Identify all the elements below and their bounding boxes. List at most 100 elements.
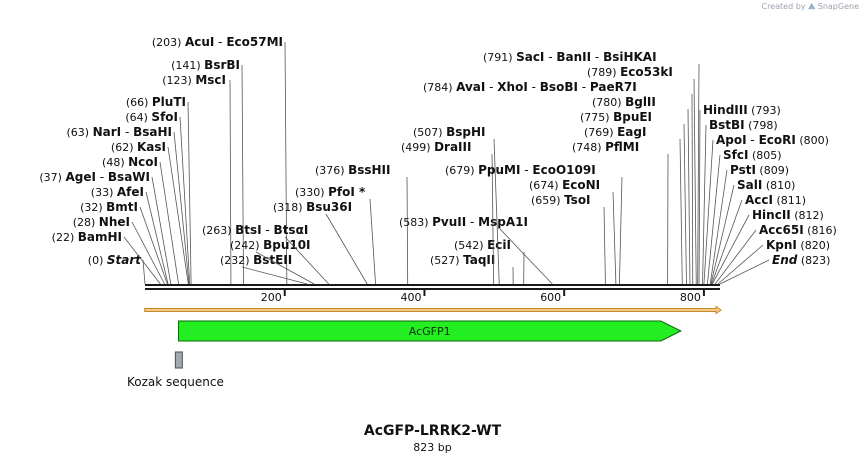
site-label-bglii: (780) BglII bbox=[592, 95, 656, 109]
leader-line-avai bbox=[691, 93, 694, 285]
site-enzyme-name: AcuI bbox=[185, 35, 214, 49]
site-label-hincii: HincII (812) bbox=[752, 208, 824, 222]
site-enzyme-name: Eco53kI bbox=[620, 65, 673, 79]
leader-line-sfci bbox=[707, 154, 721, 285]
leader-line-kpni bbox=[717, 244, 764, 285]
site-position: (780) bbox=[592, 96, 625, 109]
leader-line-pvuii bbox=[499, 228, 553, 285]
leader-line-acui bbox=[284, 41, 288, 285]
leader-line-pfoi bbox=[369, 198, 376, 285]
site-label-apoi: ApoI - EcoRI (800) bbox=[716, 133, 829, 147]
site-enzyme-name: BsoBI bbox=[540, 80, 578, 94]
site-enzyme-name: BpuEI bbox=[613, 110, 652, 124]
site-position: (823) bbox=[797, 254, 830, 267]
site-enzyme-name: HincII bbox=[752, 208, 791, 222]
site-position: (37) bbox=[39, 171, 65, 184]
site-enzyme-name: MspA1I bbox=[478, 215, 528, 229]
site-enzyme-name: AccI bbox=[745, 193, 773, 207]
site-enzyme-name: TsoI bbox=[564, 193, 590, 207]
site-label-btsi: (263) BtsI - BtsαI bbox=[202, 223, 308, 237]
site-enzyme-name: SalI bbox=[737, 178, 762, 192]
leader-line-hincii bbox=[711, 214, 750, 285]
site-enzyme-name: Eco57MI bbox=[226, 35, 283, 49]
site-label-eco53ki: (789) Eco53kI bbox=[587, 65, 673, 79]
site-position: (798) bbox=[745, 119, 778, 132]
site-label-ppumi: (679) PpuMI - EcoO109I bbox=[445, 163, 596, 177]
site-label-end: End (823) bbox=[772, 253, 830, 267]
orf-arrow bbox=[144, 305, 722, 315]
leader-line-ncoi bbox=[159, 161, 179, 285]
site-enzyme-name: TaqII bbox=[463, 253, 495, 267]
leader-line-nhei bbox=[131, 221, 165, 285]
leader-line-draiii bbox=[491, 153, 495, 285]
site-label-bstbi: BstBI (798) bbox=[709, 118, 778, 132]
site-enzyme-name: PluTI bbox=[152, 95, 186, 109]
site-position: (812) bbox=[791, 209, 824, 222]
site-enzyme-name: End bbox=[772, 253, 798, 267]
site-separator: - bbox=[591, 50, 603, 64]
leader-line-bsteii bbox=[241, 266, 308, 285]
site-label-bmti: (32) BmtI bbox=[80, 200, 138, 214]
site-label-acui: (203) AcuI - Eco57MI bbox=[152, 35, 283, 49]
leader-line-msci bbox=[229, 79, 232, 285]
site-enzyme-name: Acc65I bbox=[759, 223, 804, 237]
site-label-pvuii: (583) PvuII - MspA1I bbox=[399, 215, 528, 229]
site-position: (63) bbox=[67, 126, 93, 139]
leader-line-econi bbox=[612, 191, 617, 285]
leader-line-sali bbox=[710, 184, 735, 285]
leader-line-saci bbox=[697, 63, 700, 285]
site-position: (22) bbox=[52, 231, 78, 244]
site-enzyme-name: NheI bbox=[99, 215, 130, 229]
site-position: (64) bbox=[125, 111, 151, 124]
leader-line-bsphi bbox=[493, 138, 500, 285]
leader-line-bsshii bbox=[406, 176, 409, 285]
site-enzyme-name: Bsu36I bbox=[306, 200, 352, 214]
site-enzyme-name: ApoI bbox=[716, 133, 747, 147]
site-enzyme-name: KpnI bbox=[766, 238, 797, 252]
site-label-pflmi: (748) PflMI bbox=[572, 140, 639, 154]
leader-line-bamhi bbox=[123, 236, 161, 285]
site-position: (203) bbox=[152, 36, 185, 49]
site-position: (542) bbox=[454, 239, 487, 252]
site-label-bsteii: (232) BstEII bbox=[220, 253, 292, 267]
site-enzyme-name: PaeR7I bbox=[590, 80, 637, 94]
site-position: (800) bbox=[796, 134, 829, 147]
site-separator: - bbox=[520, 163, 532, 177]
site-separator: - bbox=[485, 80, 497, 94]
site-enzyme-name: PvuII bbox=[432, 215, 466, 229]
site-enzyme-name: EcoO109I bbox=[532, 163, 595, 177]
leader-line-kasi bbox=[167, 146, 189, 285]
site-label-pluti: (66) PluTI bbox=[126, 95, 186, 109]
site-position: (62) bbox=[111, 141, 137, 154]
leader-line-afei bbox=[145, 191, 169, 285]
site-label-bsrbi: (141) BsrBI bbox=[171, 58, 240, 72]
site-enzyme-name: Bpu10I bbox=[263, 238, 310, 252]
site-position: (318) bbox=[273, 201, 306, 214]
site-enzyme-name: EcoNI bbox=[562, 178, 600, 192]
site-label-avai: (784) AvaI - XhoI - BsoBI - PaeR7I bbox=[423, 80, 637, 94]
kozak-sequence-box bbox=[174, 351, 183, 369]
leader-line-bglii bbox=[687, 108, 691, 285]
tick-label-600: 600 bbox=[540, 291, 561, 304]
site-position: (805) bbox=[748, 149, 781, 162]
site-enzyme-name: BamHI bbox=[78, 230, 122, 244]
site-label-eagi: (769) EagI bbox=[584, 125, 646, 139]
site-enzyme-name: Start bbox=[107, 253, 142, 267]
site-position: (820) bbox=[797, 239, 830, 252]
site-position: (123) bbox=[162, 74, 195, 87]
site-label-nhei: (28) NheI bbox=[73, 215, 130, 229]
site-position: (674) bbox=[529, 179, 562, 192]
site-position: (679) bbox=[445, 164, 478, 177]
leader-line-sfoi bbox=[179, 116, 191, 285]
leader-line-end bbox=[719, 259, 770, 285]
leader-line-eagi bbox=[679, 138, 683, 285]
leader-line-apoi bbox=[703, 139, 714, 285]
site-position: (66) bbox=[126, 96, 152, 109]
site-enzyme-name: BsaHI bbox=[133, 125, 172, 139]
site-separator: - bbox=[747, 133, 759, 147]
leader-line-psti bbox=[709, 169, 728, 285]
leader-line-pluti bbox=[187, 101, 192, 285]
site-enzyme-name: BsaWI bbox=[108, 170, 150, 184]
site-enzyme-name: KasI bbox=[137, 140, 166, 154]
